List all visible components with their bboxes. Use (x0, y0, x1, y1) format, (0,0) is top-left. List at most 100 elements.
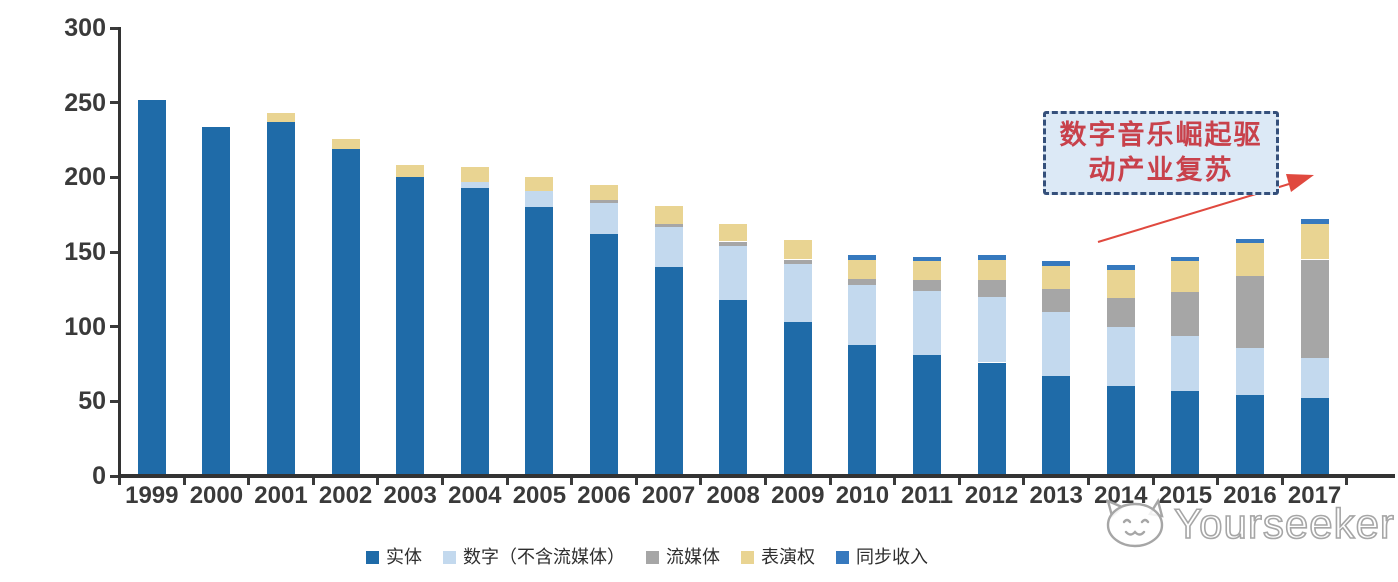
bar-segment-performance-2002 (331, 138, 360, 149)
bar-segment-performance-2003 (396, 165, 425, 178)
bar-segment-physical-2009 (783, 322, 812, 476)
legend-item-digital: 数字（不含流媒体） (443, 546, 625, 568)
legend-label-streaming: 流媒体 (666, 547, 720, 567)
bar-segment-streaming-2015 (1171, 292, 1200, 336)
bar-segment-physical-2003 (396, 177, 425, 476)
bar-segment-digital-2011 (913, 290, 941, 355)
bar-segment-performance-2014 (1106, 269, 1135, 299)
x-axis-label-2008: 2008 (706, 482, 760, 509)
bar-segment-streaming-2014 (1106, 298, 1135, 327)
watermark-text: Yourseeker (1173, 499, 1395, 548)
x-axis-tick (1087, 477, 1090, 485)
bar-segment-digital-2013 (1042, 311, 1071, 376)
bar-segment-sync-2011 (913, 256, 941, 261)
legend-swatch-digital (443, 550, 456, 564)
legend-label-sync: 同步收入 (856, 547, 928, 567)
legend-swatch-performance (741, 550, 754, 564)
y-axis-tick (110, 175, 120, 179)
legend-swatch-physical (366, 550, 379, 564)
bar-segment-physical-1999 (137, 99, 166, 476)
bar-segment-physical-2008 (719, 299, 748, 476)
bar-segment-digital-2006 (590, 202, 618, 235)
bar-segment-digital-2015 (1171, 335, 1200, 391)
bar-segment-physical-2000 (202, 126, 231, 476)
bar-segment-performance-2017 (1300, 223, 1329, 260)
x-axis-tick (376, 477, 380, 485)
bar-segment-physical-2004 (460, 187, 489, 476)
bar-segment-performance-2007 (654, 205, 683, 224)
bar-segment-streaming-2007 (654, 223, 683, 227)
x-axis-label-2013: 2013 (1029, 482, 1083, 509)
bar-segment-physical-2016 (1236, 395, 1264, 476)
x-axis-tick (505, 477, 509, 485)
legend-item-performance: 表演权 (741, 546, 815, 568)
bar-segment-physical-2013 (1042, 375, 1071, 476)
x-axis-tick (764, 477, 767, 485)
bar-segment-physical-2012 (977, 362, 1006, 476)
x-axis-tick (1022, 477, 1026, 485)
bar-segment-performance-2011 (913, 261, 941, 281)
bar-segment-physical-2015 (1171, 390, 1200, 476)
bar-segment-physical-2006 (590, 234, 618, 476)
bar-segment-physical-2010 (848, 344, 877, 476)
x-axis-tick (311, 477, 315, 485)
x-axis-tick (118, 477, 121, 485)
bar-segment-performance-2004 (460, 166, 489, 182)
x-axis-tick (893, 477, 897, 485)
bar-segment-sync-2017 (1300, 219, 1329, 224)
x-axis-label-2011: 2011 (900, 482, 954, 509)
legend-label-digital: 数字（不含流媒体） (463, 547, 625, 567)
x-axis-tick (828, 477, 832, 485)
bar-segment-performance-2012 (977, 259, 1006, 281)
x-axis-label-2006: 2006 (577, 482, 631, 509)
y-axis-tick (110, 26, 120, 30)
bar-segment-digital-2004 (460, 181, 489, 188)
bar-segment-performance-2009 (783, 240, 812, 260)
x-axis-tick (957, 477, 961, 485)
legend-label-performance: 表演权 (761, 547, 815, 567)
bar-segment-digital-2008 (719, 246, 748, 300)
x-axis-label-2002: 2002 (318, 482, 373, 509)
x-axis-label-2009: 2009 (771, 482, 825, 509)
y-axis-tick (110, 325, 120, 329)
y-axis-tick (110, 399, 120, 403)
x-axis-label-1999: 1999 (125, 482, 179, 509)
x-axis-label-2016: 2016 (1223, 482, 1277, 509)
x-axis-label-2007: 2007 (641, 482, 696, 509)
legend-item-streaming: 流媒体 (646, 546, 720, 568)
x-axis-line (118, 474, 1395, 478)
bar-segment-physical-2017 (1300, 398, 1329, 476)
bar-segment-sync-2012 (977, 255, 1006, 260)
bar-segment-performance-2001 (267, 113, 295, 123)
legend-swatch-sync (836, 550, 849, 564)
legend-item-physical: 实体 (366, 546, 422, 568)
bar-segment-physical-2007 (654, 266, 683, 476)
bar-segment-streaming-2013 (1042, 289, 1071, 312)
bar-segment-streaming-2010 (848, 278, 877, 285)
legend-item-sync: 同步收入 (836, 546, 928, 568)
bar-segment-physical-2002 (331, 149, 360, 476)
bar-segment-performance-2016 (1236, 243, 1264, 276)
bar-segment-performance-2015 (1171, 261, 1200, 293)
x-axis-tick (247, 477, 251, 485)
bar-segment-performance-2005 (525, 177, 554, 191)
x-axis-label-2003: 2003 (383, 482, 437, 509)
x-axis-label-2004: 2004 (448, 482, 502, 509)
bar-segment-physical-2005 (525, 207, 554, 476)
bar-segment-streaming-2006 (590, 199, 618, 203)
annotation-text-line2: 动产业复苏 (1088, 155, 1234, 185)
y-axis-label: 150 (64, 238, 106, 266)
bar-segment-digital-2017 (1300, 358, 1329, 399)
bar-segment-physical-2014 (1106, 386, 1135, 476)
y-axis-tick (110, 250, 120, 254)
bar-segment-sync-2014 (1106, 265, 1135, 270)
bar-segment-physical-2011 (913, 355, 941, 476)
annotation-box: 数字音乐崛起驱 动产业复苏 (1043, 111, 1279, 195)
bar-segment-sync-2013 (1042, 261, 1071, 266)
x-axis-label-2005: 2005 (512, 482, 567, 509)
bar-segment-performance-2010 (848, 259, 877, 279)
x-axis-tick (570, 477, 574, 485)
y-axis-tick (110, 101, 120, 105)
x-axis-label-2017: 2017 (1287, 482, 1342, 509)
